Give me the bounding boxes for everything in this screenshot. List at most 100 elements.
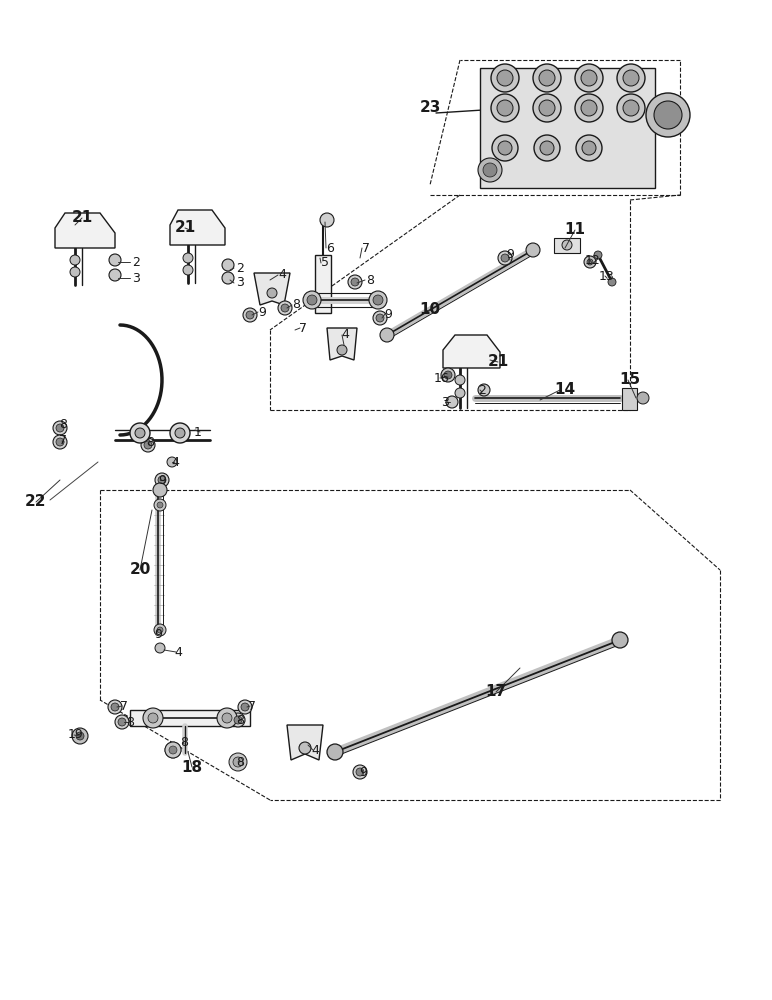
Circle shape xyxy=(498,251,512,265)
Circle shape xyxy=(337,345,347,355)
Circle shape xyxy=(623,100,639,116)
Text: 21: 21 xyxy=(71,211,93,226)
Text: 9: 9 xyxy=(258,306,266,318)
Circle shape xyxy=(646,93,690,137)
Text: 8: 8 xyxy=(59,418,67,432)
Circle shape xyxy=(135,428,145,438)
Text: 11: 11 xyxy=(564,223,585,237)
Text: 4: 4 xyxy=(171,456,179,468)
Text: 13: 13 xyxy=(599,269,615,282)
Text: 9: 9 xyxy=(158,474,166,487)
Text: 20: 20 xyxy=(130,562,151,578)
Circle shape xyxy=(533,64,561,92)
Circle shape xyxy=(497,70,513,86)
Circle shape xyxy=(327,744,343,760)
Circle shape xyxy=(501,254,509,262)
Circle shape xyxy=(169,746,177,754)
Circle shape xyxy=(491,94,519,122)
Polygon shape xyxy=(443,335,500,368)
Circle shape xyxy=(455,375,465,385)
Circle shape xyxy=(608,278,616,286)
Text: 17: 17 xyxy=(486,684,506,700)
Circle shape xyxy=(612,632,628,648)
Circle shape xyxy=(267,288,277,298)
Circle shape xyxy=(303,291,321,309)
Circle shape xyxy=(130,423,150,443)
Circle shape xyxy=(154,499,166,511)
Circle shape xyxy=(109,254,121,266)
Circle shape xyxy=(539,100,555,116)
Circle shape xyxy=(446,396,458,408)
Circle shape xyxy=(141,438,155,452)
Polygon shape xyxy=(254,273,290,305)
Circle shape xyxy=(115,715,129,729)
Circle shape xyxy=(497,100,513,116)
Circle shape xyxy=(575,94,603,122)
Circle shape xyxy=(299,742,311,754)
Text: 22: 22 xyxy=(24,494,46,510)
Circle shape xyxy=(157,627,163,633)
Circle shape xyxy=(222,272,234,284)
Circle shape xyxy=(217,708,237,728)
Circle shape xyxy=(155,643,165,653)
Circle shape xyxy=(617,94,645,122)
Circle shape xyxy=(56,438,64,446)
Text: 6: 6 xyxy=(326,241,334,254)
Circle shape xyxy=(53,435,67,449)
Circle shape xyxy=(455,388,465,398)
Text: 7: 7 xyxy=(248,700,256,712)
Text: 14: 14 xyxy=(554,382,576,397)
Text: 9: 9 xyxy=(359,766,367,780)
Text: 15: 15 xyxy=(619,372,641,387)
Polygon shape xyxy=(554,238,580,253)
Circle shape xyxy=(483,163,497,177)
Circle shape xyxy=(441,368,455,382)
Circle shape xyxy=(562,240,572,250)
Circle shape xyxy=(444,371,452,379)
Circle shape xyxy=(233,757,243,767)
Circle shape xyxy=(576,135,602,161)
Circle shape xyxy=(241,703,249,711)
Text: 7: 7 xyxy=(59,434,67,448)
Text: 7: 7 xyxy=(120,700,128,712)
Circle shape xyxy=(70,255,80,265)
Text: 8: 8 xyxy=(236,756,244,768)
Circle shape xyxy=(243,308,257,322)
Circle shape xyxy=(158,476,166,484)
Circle shape xyxy=(617,64,645,92)
Circle shape xyxy=(526,243,540,257)
Circle shape xyxy=(231,713,245,727)
Circle shape xyxy=(183,253,193,263)
Circle shape xyxy=(539,70,555,86)
Circle shape xyxy=(584,256,596,268)
Text: 16: 16 xyxy=(434,371,450,384)
Circle shape xyxy=(246,311,254,319)
Circle shape xyxy=(581,100,597,116)
Text: 4: 4 xyxy=(311,744,319,756)
Text: 23: 23 xyxy=(419,101,441,115)
Circle shape xyxy=(380,328,394,342)
Text: 3: 3 xyxy=(132,271,140,284)
Circle shape xyxy=(320,213,334,227)
Text: 2: 2 xyxy=(236,261,244,274)
Circle shape xyxy=(229,753,247,771)
Circle shape xyxy=(376,314,384,322)
Polygon shape xyxy=(287,725,323,760)
Text: 1: 1 xyxy=(194,426,202,438)
Text: 9: 9 xyxy=(154,629,162,642)
Circle shape xyxy=(492,135,518,161)
Text: 10: 10 xyxy=(419,302,441,318)
Circle shape xyxy=(373,295,383,305)
Circle shape xyxy=(491,64,519,92)
Circle shape xyxy=(356,768,364,776)
Text: 7: 7 xyxy=(362,241,370,254)
Circle shape xyxy=(575,64,603,92)
Circle shape xyxy=(533,94,561,122)
Text: 19: 19 xyxy=(68,728,84,742)
Circle shape xyxy=(582,141,596,155)
Text: 9: 9 xyxy=(506,248,514,261)
Circle shape xyxy=(167,457,177,467)
Circle shape xyxy=(155,473,169,487)
Circle shape xyxy=(157,502,163,508)
Circle shape xyxy=(148,713,158,723)
